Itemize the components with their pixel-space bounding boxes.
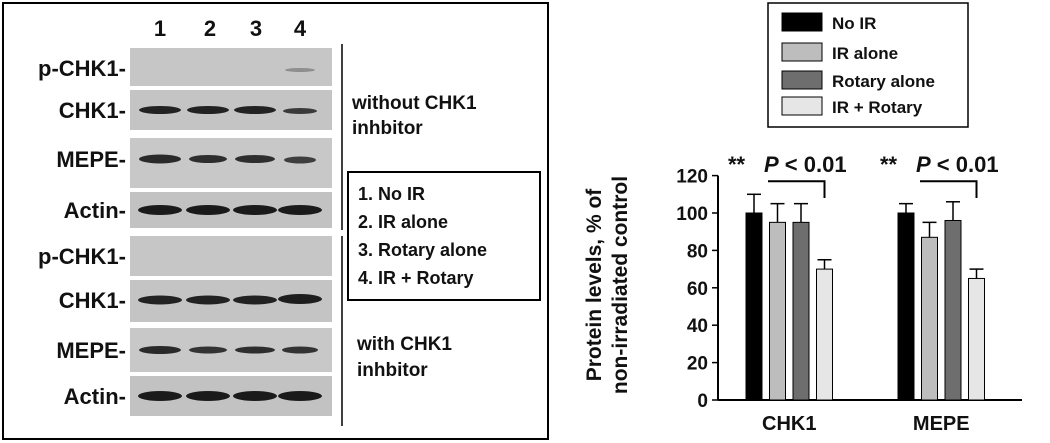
band xyxy=(138,205,182,215)
lane-number: 4 xyxy=(294,16,307,41)
y-axis-title: non-irradiated control xyxy=(609,176,632,394)
lane-key-item: 1. No IR xyxy=(358,184,425,204)
band xyxy=(282,346,318,354)
lane-number: 2 xyxy=(204,16,216,41)
legend-swatch xyxy=(781,42,823,62)
legend-swatch xyxy=(781,70,823,90)
legend-swatch xyxy=(781,12,823,32)
row-label: CHK1- xyxy=(59,98,126,123)
bar xyxy=(792,221,810,401)
group-note-top: without CHK1 xyxy=(351,93,477,114)
row-label: CHK1- xyxy=(59,288,126,313)
band xyxy=(139,106,181,114)
significance-stars: ** xyxy=(728,152,746,177)
legend-label: IR + Rotary xyxy=(832,98,923,117)
band xyxy=(235,346,275,354)
blot-strip-pchk1-top xyxy=(130,48,332,86)
row-label: p-CHK1- xyxy=(38,244,126,269)
legend: No IR IR alone Rotary alone IR + Rotary xyxy=(781,12,935,117)
blot-frame xyxy=(2,2,549,440)
group-note-bottom: inhbitor xyxy=(357,360,428,381)
y-tick-label: 60 xyxy=(687,279,708,300)
band xyxy=(139,346,181,354)
band xyxy=(189,346,227,354)
lane-number: 3 xyxy=(250,16,262,41)
p-value-label: P < 0.01 xyxy=(764,152,847,177)
bar-chart: No IR IR alone Rotary alone IR + Rotary … xyxy=(583,2,1022,435)
legend-label: Rotary alone xyxy=(832,72,935,91)
bar xyxy=(816,268,833,401)
lane-key-box xyxy=(347,171,541,301)
band xyxy=(278,391,322,401)
band xyxy=(233,295,277,305)
significance-bracket xyxy=(920,180,978,199)
y-tick-label: 80 xyxy=(687,241,708,262)
y-tick-label: 120 xyxy=(676,167,708,188)
band xyxy=(186,205,230,215)
y-tick-label: 100 xyxy=(676,204,708,225)
band xyxy=(285,68,315,72)
plot-area: 0 20 40 60 80 100 120 CHK1 ** P < 0.01 MEPE ** P < 0… xyxy=(676,152,1022,435)
bar xyxy=(769,221,786,401)
band xyxy=(187,106,229,114)
band xyxy=(233,391,277,401)
band xyxy=(186,295,230,305)
bar xyxy=(921,236,938,401)
row-label: MEPE- xyxy=(56,147,126,172)
group-note-bottom: with CHK1 xyxy=(356,334,452,355)
lane-key-item: 4. IR + Rotary xyxy=(358,268,474,288)
row-label: Actin- xyxy=(64,198,126,223)
band xyxy=(284,156,316,164)
x-tick-label: MEPE xyxy=(913,413,970,435)
significance-stars: ** xyxy=(880,152,898,177)
band xyxy=(233,205,277,215)
bar xyxy=(944,219,962,401)
significance-bracket xyxy=(768,180,826,199)
bar xyxy=(745,212,763,401)
group-note-top: inhbitor xyxy=(352,118,423,139)
x-tick-label: CHK1 xyxy=(762,413,816,435)
band xyxy=(283,108,317,114)
band xyxy=(278,205,322,215)
legend-swatch xyxy=(781,96,823,116)
legend-label: IR alone xyxy=(832,44,898,63)
y-tick-label: 40 xyxy=(687,316,708,337)
y-tick-label: 0 xyxy=(697,391,708,412)
y-tick-label: 20 xyxy=(687,354,708,375)
band xyxy=(189,155,227,163)
legend-label: No IR xyxy=(832,14,876,33)
band xyxy=(138,295,182,305)
blot-strip-pchk1-bottom xyxy=(130,236,332,276)
lane-key-item: 3. Rotary alone xyxy=(358,240,487,260)
band xyxy=(138,391,182,401)
band xyxy=(235,155,275,163)
blot-panel: 1 2 3 4 xyxy=(2,2,549,440)
band xyxy=(186,391,230,401)
band xyxy=(278,294,322,304)
row-label: p-CHK1- xyxy=(38,56,126,81)
row-label: MEPE- xyxy=(56,338,126,363)
row-label: Actin- xyxy=(64,384,126,409)
bar xyxy=(897,212,915,401)
band xyxy=(234,106,276,114)
lane-number: 1 xyxy=(154,16,166,41)
band xyxy=(139,154,181,164)
y-axis-title: Protein levels, % of xyxy=(583,188,606,382)
bar xyxy=(968,277,985,401)
lane-key-item: 2. IR alone xyxy=(358,212,448,232)
p-value-label: P < 0.01 xyxy=(916,152,999,177)
